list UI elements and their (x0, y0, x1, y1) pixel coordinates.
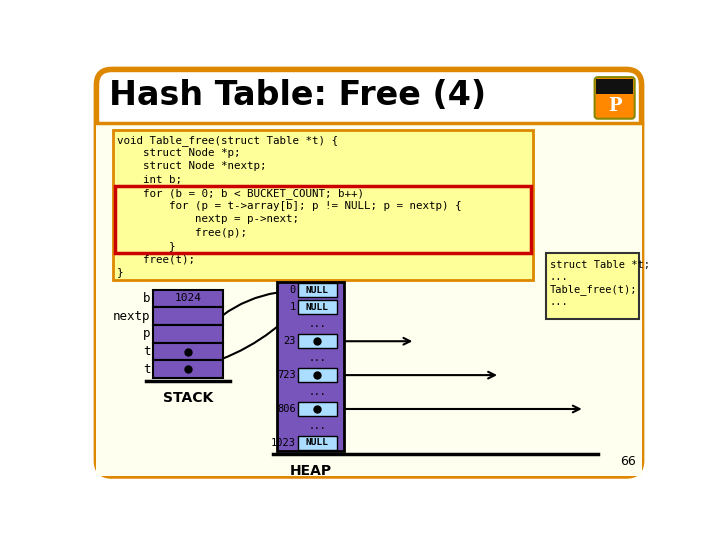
Text: struct Node *nextp;: struct Node *nextp; (117, 161, 266, 171)
FancyBboxPatch shape (96, 123, 642, 476)
Bar (153, 289, 222, 307)
Text: struct Node *p;: struct Node *p; (117, 148, 240, 158)
Text: 1: 1 (289, 302, 296, 312)
Text: 723: 723 (277, 370, 296, 380)
Text: 23: 23 (284, 336, 296, 346)
Text: Table_free(t);: Table_free(t); (550, 284, 637, 295)
Text: 1023: 1023 (271, 438, 296, 448)
Text: ...: ... (309, 319, 326, 329)
FancyBboxPatch shape (96, 70, 642, 476)
Text: b: b (143, 292, 150, 305)
Bar (153, 307, 222, 325)
Text: t: t (143, 363, 150, 376)
Bar (153, 325, 222, 343)
Bar (276, 282, 344, 451)
Bar (298, 436, 337, 450)
Bar (298, 300, 337, 314)
Text: free(p);: free(p); (117, 227, 247, 238)
Text: for (b = 0; b < BUCKET_COUNT; b++): for (b = 0; b < BUCKET_COUNT; b++) (117, 188, 364, 199)
Text: 66: 66 (620, 455, 636, 468)
Text: HEAP: HEAP (289, 464, 331, 478)
Text: ...: ... (309, 387, 326, 397)
Bar (298, 334, 337, 348)
Text: nextp = p->next;: nextp = p->next; (117, 214, 300, 224)
Bar (115, 186, 531, 253)
Text: ...: ... (550, 296, 569, 307)
Text: for (p = t->array[b]; p != NULL; p = nextp) {: for (p = t->array[b]; p != NULL; p = nex… (117, 201, 462, 211)
Bar (153, 361, 222, 378)
Text: int b;: int b; (117, 174, 182, 185)
Bar (298, 368, 337, 382)
Text: NULL: NULL (306, 438, 329, 447)
Text: NULL: NULL (306, 286, 329, 295)
Text: P: P (608, 97, 621, 116)
Bar (546, 253, 639, 319)
Text: p: p (143, 327, 150, 340)
Bar (596, 79, 633, 94)
FancyBboxPatch shape (595, 77, 634, 119)
Bar (298, 402, 337, 416)
Text: ...: ... (550, 272, 569, 282)
Bar (153, 343, 222, 361)
Text: 806: 806 (277, 404, 296, 414)
Text: }: } (117, 241, 176, 251)
Text: ...: ... (309, 353, 326, 363)
Text: }: } (117, 267, 124, 278)
Text: NULL: NULL (306, 303, 329, 312)
Text: 0: 0 (289, 286, 296, 295)
Text: STACK: STACK (163, 390, 213, 404)
Text: struct Table *t;: struct Table *t; (550, 260, 650, 269)
Text: ...: ... (309, 421, 326, 431)
Bar (113, 130, 533, 280)
Bar (298, 284, 337, 298)
Text: free(t);: free(t); (117, 254, 195, 264)
Text: 1024: 1024 (174, 294, 202, 303)
Text: Hash Table: Free (4): Hash Table: Free (4) (109, 79, 486, 112)
Text: t: t (143, 345, 150, 358)
Text: nextp: nextp (113, 310, 150, 323)
Text: void Table_free(struct Table *t) {: void Table_free(struct Table *t) { (117, 135, 338, 146)
